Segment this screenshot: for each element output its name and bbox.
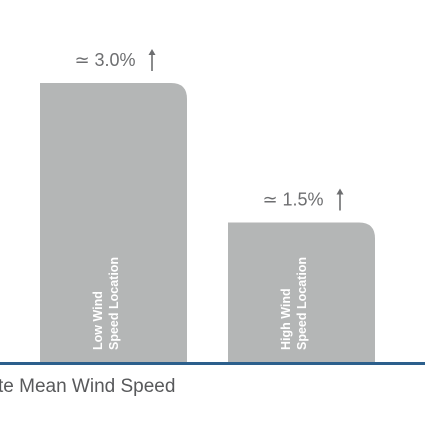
value-label: ≃ 1.5% (262, 189, 323, 209)
category-label: High Wind (279, 288, 293, 350)
value-label: ≃ 3.0% (74, 50, 135, 70)
category-label: Low Wind (91, 291, 105, 350)
arrow-head (336, 188, 344, 195)
arrow-head (148, 49, 156, 55)
category-label: Speed Location (295, 257, 309, 350)
x-axis-label: te Mean Wind Speed (0, 376, 175, 397)
category-label: Speed Location (107, 257, 121, 350)
bar (40, 83, 187, 362)
bar (228, 222, 375, 362)
